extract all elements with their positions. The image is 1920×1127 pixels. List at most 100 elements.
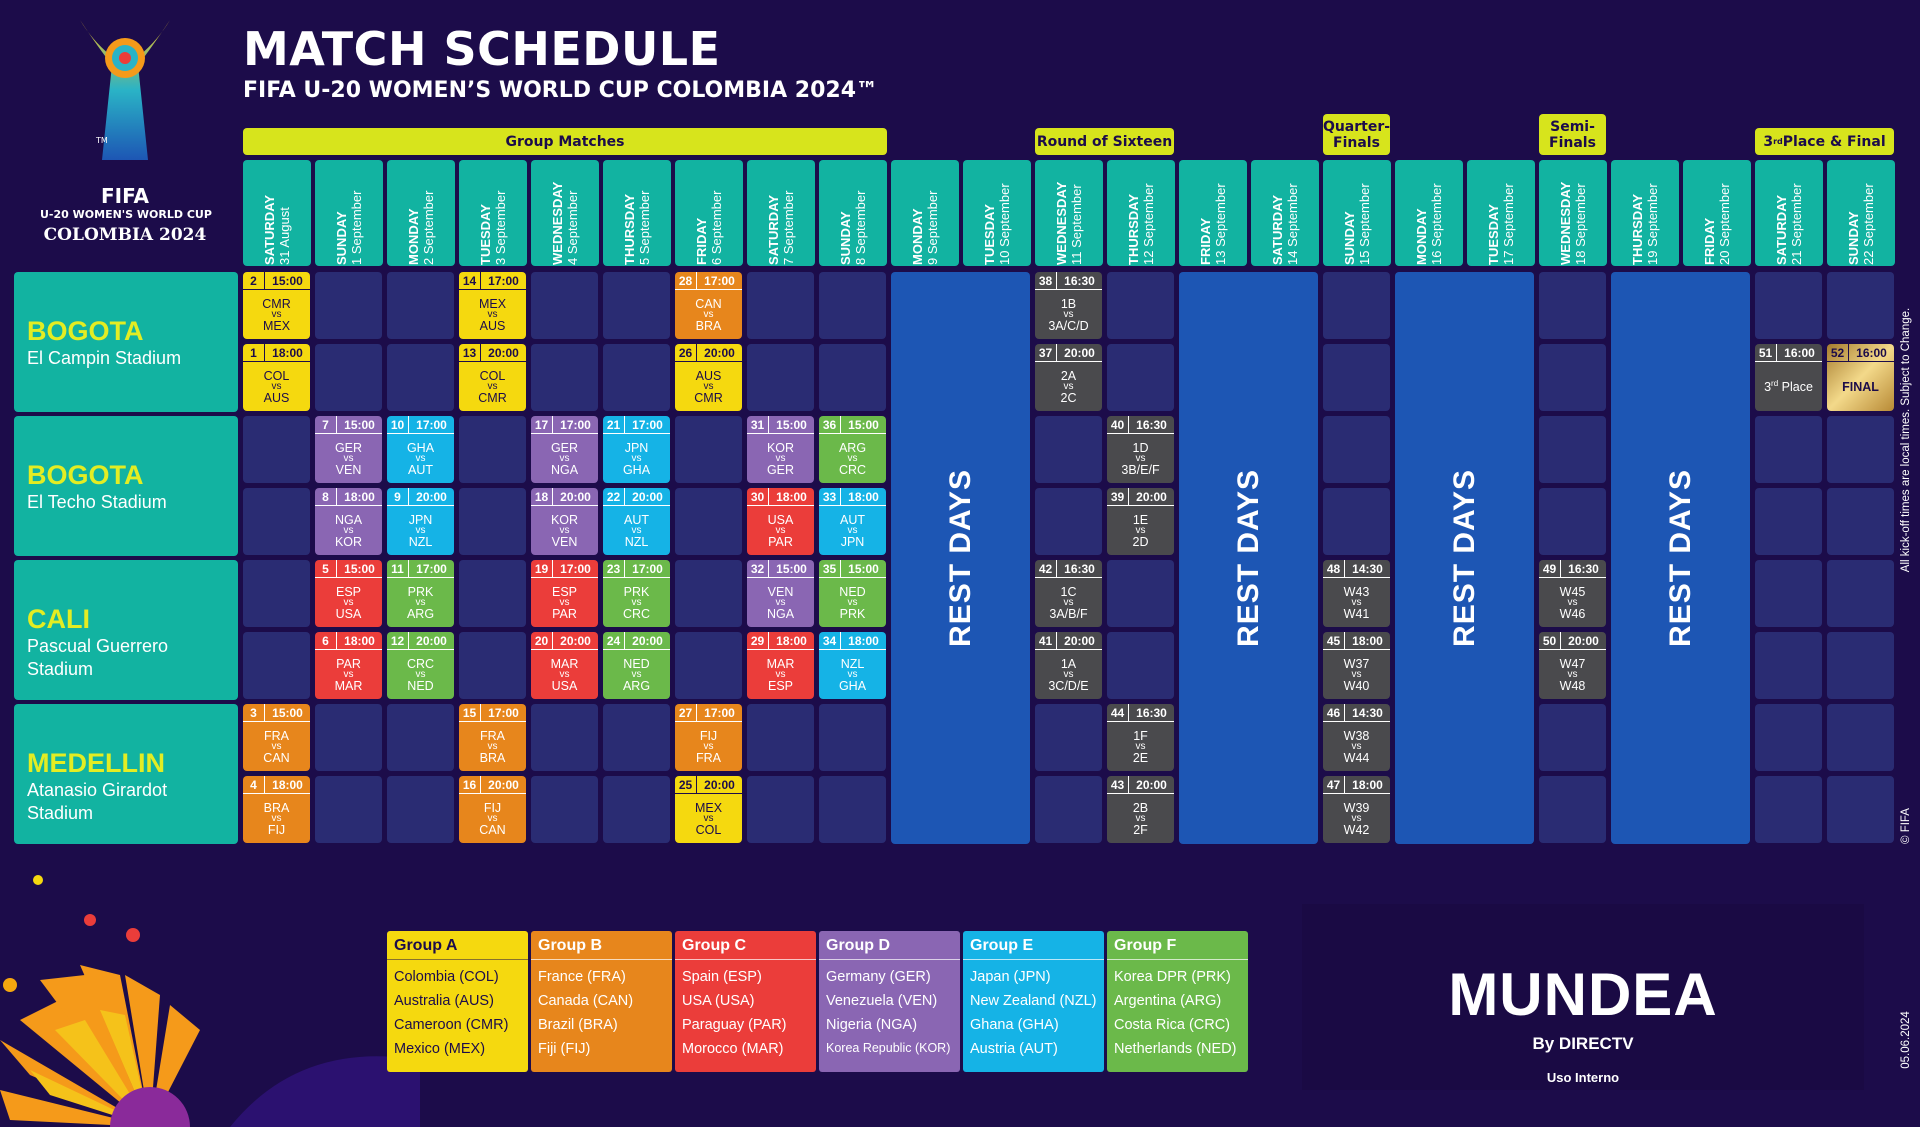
match-card[interactable]: 11 17:00 PRK vs ARG	[387, 560, 454, 627]
empty-slot	[1539, 416, 1606, 483]
match-card[interactable]: 24 20:00 NED vs ARG	[603, 632, 670, 699]
vs-label: vs	[703, 309, 714, 320]
home-team: W43	[1343, 585, 1370, 599]
vs-label: vs	[559, 597, 570, 608]
match-card[interactable]: 14 17:00 MEX vs AUS	[459, 272, 526, 339]
match-card[interactable]: 42 16:30 1C vs 3A/B/F	[1035, 560, 1102, 627]
match-number: 34	[819, 632, 841, 649]
match-teams: BRA vs FIJ	[243, 795, 310, 843]
rest-days-block: REST DAYS	[1611, 272, 1750, 844]
day-header: MONDAY 2 September	[387, 160, 455, 266]
match-card[interactable]: 40 16:30 1D vs 3B/E/F	[1107, 416, 1174, 483]
match-card[interactable]: 43 20:00 2B vs 2F	[1107, 776, 1174, 843]
match-card[interactable]: 1 18:00 COL vs AUS	[243, 344, 310, 411]
match-card[interactable]: 9 20:00 JPN vs NZL	[387, 488, 454, 555]
match-card[interactable]: 28 17:00 CAN vs BRA	[675, 272, 742, 339]
match-card[interactable]: 50 20:00 W47 vs W48	[1539, 632, 1606, 699]
match-teams: AUT vs JPN	[819, 507, 886, 555]
match-card[interactable]: 37 20:00 2A vs 2C	[1035, 344, 1102, 411]
group-team: Mexico (MEX)	[394, 1041, 486, 1057]
match-header: 22 20:00	[603, 488, 670, 506]
match-card[interactable]: 16 20:00 FIJ vs CAN	[459, 776, 526, 843]
day-header-text: TUESDAY 10 September	[982, 161, 1012, 265]
empty-slot	[1539, 488, 1606, 555]
match-number: 22	[603, 488, 625, 505]
match-card[interactable]: 20 20:00 MAR vs USA	[531, 632, 598, 699]
match-card[interactable]: 23 17:00 PRK vs CRC	[603, 560, 670, 627]
empty-slot	[603, 776, 670, 843]
match-header: 46 14:30	[1323, 704, 1390, 722]
match-time: 17:00	[416, 562, 447, 576]
match-card[interactable]: 3 15:00 FRA vs CAN	[243, 704, 310, 771]
match-card[interactable]: 10 17:00 GHA vs AUT	[387, 416, 454, 483]
match-card[interactable]: 29 18:00 MAR vs ESP	[747, 632, 814, 699]
match-card[interactable]: 46 14:30 W38 vs W44	[1323, 704, 1390, 771]
match-teams: W38 vs W44	[1323, 723, 1390, 771]
away-team: PAR	[552, 607, 577, 621]
match-header: 25 20:00	[675, 776, 742, 794]
match-card[interactable]: 48 14:30 W43 vs W41	[1323, 560, 1390, 627]
match-card[interactable]: 36 15:00 ARG vs CRC	[819, 416, 886, 483]
match-card[interactable]: 4 18:00 BRA vs FIJ	[243, 776, 310, 843]
empty-slot	[603, 272, 670, 339]
match-card[interactable]: 7 15:00 GER vs VEN	[315, 416, 382, 483]
match-card[interactable]: 52 16:00 FINAL	[1827, 344, 1894, 411]
home-team: NZL	[840, 657, 865, 671]
date-note: 05.06.2024	[1900, 1011, 1912, 1069]
day-date: 11 September	[1069, 184, 1084, 265]
match-card[interactable]: 39 20:00 1E vs 2D	[1107, 488, 1174, 555]
match-teams: ARG vs CRC	[819, 435, 886, 483]
match-card[interactable]: 12 20:00 CRC vs NED	[387, 632, 454, 699]
match-number: 25	[675, 776, 697, 793]
day-header: TUESDAY 3 September	[459, 160, 527, 266]
match-card[interactable]: 6 18:00 PAR vs MAR	[315, 632, 382, 699]
match-number: 8	[315, 488, 337, 505]
day-header: SATURDAY 31 August	[243, 160, 311, 266]
day-header: WEDNESDAY 18 September	[1539, 160, 1607, 266]
match-card[interactable]: 44 16:30 1F vs 2E	[1107, 704, 1174, 771]
match-card[interactable]: 32 15:00 VEN vs NGA	[747, 560, 814, 627]
empty-slot	[1755, 704, 1822, 771]
day-header-text: SATURDAY 31 August	[262, 161, 292, 265]
empty-slot	[1827, 704, 1894, 771]
match-card[interactable]: 17 17:00 GER vs NGA	[531, 416, 598, 483]
match-card[interactable]: 5 15:00 ESP vs USA	[315, 560, 382, 627]
home-team: FIJ	[483, 801, 502, 815]
day-date: 4 September	[565, 190, 580, 265]
match-card[interactable]: 41 20:00 1A vs 3C/D/E	[1035, 632, 1102, 699]
match-card[interactable]: 51 16:00 3rd Place	[1755, 344, 1822, 411]
match-card[interactable]: 26 20:00 AUS vs CMR	[675, 344, 742, 411]
match-card[interactable]: 45 18:00 W37 vs W40	[1323, 632, 1390, 699]
match-card[interactable]: 34 18:00 NZL vs GHA	[819, 632, 886, 699]
match-card[interactable]: 47 18:00 W39 vs W42	[1323, 776, 1390, 843]
match-card[interactable]: 8 18:00 NGA vs KOR	[315, 488, 382, 555]
match-card[interactable]: 2 15:00 CMR vs MEX	[243, 272, 310, 339]
group-legend-c: Group C Spain (ESP) USA (USA) Paraguay (PAR…	[675, 931, 816, 1072]
empty-slot	[1323, 272, 1390, 339]
match-card[interactable]: 27 17:00 FIJ vs FRA	[675, 704, 742, 771]
match-time: 15:00	[848, 562, 879, 576]
match-card[interactable]: 13 20:00 COL vs CMR	[459, 344, 526, 411]
match-card[interactable]: 25 20:00 MEX vs COL	[675, 776, 742, 843]
match-card[interactable]: 35 15:00 NED vs PRK	[819, 560, 886, 627]
match-card[interactable]: 18 20:00 KOR vs VEN	[531, 488, 598, 555]
match-card[interactable]: 15 17:00 FRA vs BRA	[459, 704, 526, 771]
match-header: 43 20:00	[1107, 776, 1174, 794]
page-title: MATCH SCHEDULE	[243, 22, 721, 76]
match-card[interactable]: 31 15:00 KOR vs GER	[747, 416, 814, 483]
empty-slot	[1539, 776, 1606, 843]
match-teams: 1B vs 3A/C/D	[1035, 291, 1102, 339]
away-team: W48	[1559, 679, 1586, 693]
match-card[interactable]: 33 18:00 AUT vs JPN	[819, 488, 886, 555]
match-card[interactable]: 21 17:00 JPN vs GHA	[603, 416, 670, 483]
match-card[interactable]: 19 17:00 ESP vs PAR	[531, 560, 598, 627]
sponsor-by: By	[1532, 1034, 1555, 1053]
match-time: 15:00	[344, 418, 375, 432]
group-team: USA (USA)	[682, 993, 755, 1009]
match-card[interactable]: 38 16:30 1B vs 3A/C/D	[1035, 272, 1102, 339]
match-card[interactable]: 22 20:00 AUT vs NZL	[603, 488, 670, 555]
empty-slot	[819, 776, 886, 843]
match-card[interactable]: 30 18:00 USA vs PAR	[747, 488, 814, 555]
match-card[interactable]: 49 16:30 W45 vs W46	[1539, 560, 1606, 627]
day-header-text: SUNDAY 8 September	[838, 161, 868, 265]
